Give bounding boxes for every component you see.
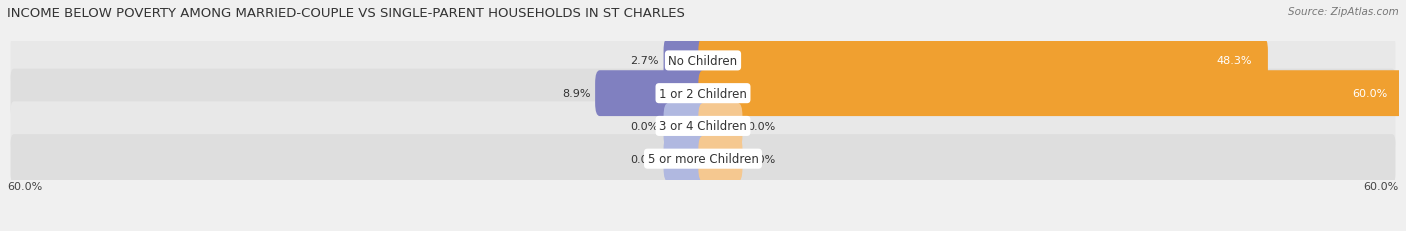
Text: No Children: No Children bbox=[668, 55, 738, 68]
FancyBboxPatch shape bbox=[595, 71, 707, 117]
Text: 2.7%: 2.7% bbox=[630, 56, 659, 66]
Text: 60.0%: 60.0% bbox=[7, 181, 42, 191]
FancyBboxPatch shape bbox=[664, 136, 707, 182]
FancyBboxPatch shape bbox=[699, 136, 742, 182]
Text: Source: ZipAtlas.com: Source: ZipAtlas.com bbox=[1288, 7, 1399, 17]
FancyBboxPatch shape bbox=[699, 103, 742, 149]
Text: 5 or more Children: 5 or more Children bbox=[648, 152, 758, 165]
FancyBboxPatch shape bbox=[10, 102, 1396, 151]
FancyBboxPatch shape bbox=[664, 103, 707, 149]
Text: INCOME BELOW POVERTY AMONG MARRIED-COUPLE VS SINGLE-PARENT HOUSEHOLDS IN ST CHAR: INCOME BELOW POVERTY AMONG MARRIED-COUPL… bbox=[7, 7, 685, 20]
FancyBboxPatch shape bbox=[699, 38, 1268, 84]
Text: 60.0%: 60.0% bbox=[1364, 181, 1399, 191]
FancyBboxPatch shape bbox=[10, 134, 1396, 183]
Text: 8.9%: 8.9% bbox=[562, 89, 591, 99]
Text: 0.0%: 0.0% bbox=[631, 154, 659, 164]
Text: 48.3%: 48.3% bbox=[1216, 56, 1251, 66]
FancyBboxPatch shape bbox=[10, 37, 1396, 86]
Text: 0.0%: 0.0% bbox=[631, 122, 659, 131]
Text: 3 or 4 Children: 3 or 4 Children bbox=[659, 120, 747, 133]
FancyBboxPatch shape bbox=[699, 71, 1403, 117]
FancyBboxPatch shape bbox=[664, 38, 707, 84]
Text: 0.0%: 0.0% bbox=[747, 122, 775, 131]
FancyBboxPatch shape bbox=[10, 69, 1396, 118]
Text: 1 or 2 Children: 1 or 2 Children bbox=[659, 87, 747, 100]
Text: 60.0%: 60.0% bbox=[1353, 89, 1388, 99]
Text: 0.0%: 0.0% bbox=[747, 154, 775, 164]
